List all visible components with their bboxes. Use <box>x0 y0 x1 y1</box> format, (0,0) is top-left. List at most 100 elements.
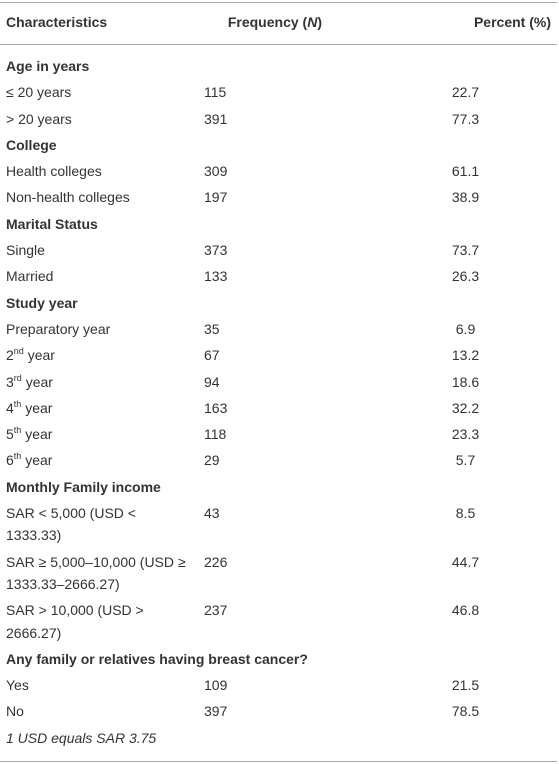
frequency-cell: 133 <box>204 268 228 285</box>
row-label: > 20 years <box>0 106 192 132</box>
frequency-cell: 163 <box>204 399 228 416</box>
label-part: SAR > 10,000 (USD > 2666.27) <box>6 602 144 641</box>
section-row: Age in years <box>0 45 557 80</box>
row-label: SAR ≥ 5,000–10,000 (USD ≥ 1333.33–2666.2… <box>0 549 192 598</box>
row-label: SAR < 5,000 (USD < 1333.33) <box>0 500 192 549</box>
data-row: Non-health colleges 197 38.9 <box>0 184 557 210</box>
label-part: year <box>23 347 55 364</box>
label-part: SAR ≥ 5,000–10,000 (USD ≥ 1333.33–2666.2… <box>6 553 186 592</box>
row-label: 3rd year <box>0 369 192 395</box>
header-text: ) <box>317 14 322 30</box>
section-title: Monthly Family income <box>6 478 161 495</box>
data-row: Health colleges 309 61.1 <box>0 158 557 184</box>
section-title: College <box>6 136 57 153</box>
section-title: Any family or relatives having breast ca… <box>6 650 308 667</box>
footnote-row: 1 USD equals SAR 3.75 <box>0 725 557 762</box>
label-part: > 20 years <box>6 110 72 127</box>
label-part: Married <box>6 268 54 285</box>
footnote: 1 USD equals SAR 3.75 <box>6 729 157 746</box>
label-part: No <box>6 703 24 720</box>
label-part: th <box>13 451 22 462</box>
data-row: ≤ 20 years 115 22.7 <box>0 79 557 105</box>
percent-cell: 26.3 <box>451 268 480 285</box>
data-row: 2nd year 67 13.2 <box>0 342 557 368</box>
frequency-cell: 115 <box>204 84 227 101</box>
percent-cell: 18.6 <box>451 373 480 390</box>
row-label: Single <box>0 237 192 263</box>
frequency-cell: 397 <box>204 703 228 720</box>
label-part: th <box>13 425 22 436</box>
percent-cell: 5.7 <box>455 452 476 469</box>
frequency-cell: 309 <box>204 163 228 180</box>
label-part: year <box>21 373 53 390</box>
row-label: Yes <box>0 672 192 698</box>
percent-cell: 46.8 <box>451 602 480 619</box>
frequency-cell: 67 <box>204 347 220 364</box>
header-cell: Characteristics <box>6 14 108 30</box>
header-cell: Frequency (N) <box>192 3 322 45</box>
header-text: Frequency ( <box>227 14 308 30</box>
percent-cell: 77.3 <box>451 110 480 127</box>
label-part: Non-health colleges <box>6 189 130 206</box>
percent-cell: 32.2 <box>451 399 480 416</box>
data-row: > 20 years 391 77.3 <box>0 106 557 132</box>
table-body: Age in years ≤ 20 years 115 22.7 > 20 years 3… <box>0 45 557 762</box>
label-part: nd <box>13 346 24 357</box>
data-row: No 397 78.5 <box>0 698 557 724</box>
frequency-cell: 197 <box>204 189 228 206</box>
frequency-cell: 29 <box>204 452 220 469</box>
frequency-cell: 226 <box>204 553 228 570</box>
data-row: 4th year 163 32.2 <box>0 395 557 421</box>
row-label: 6th year <box>0 447 192 473</box>
percent-cell: 8.5 <box>455 505 476 522</box>
header-cell: Percent (%) <box>473 14 551 30</box>
percent-cell: 38.9 <box>451 189 480 206</box>
label-part: Single <box>6 242 45 259</box>
percent-cell: 78.5 <box>451 703 480 720</box>
row-label: Health colleges <box>0 158 192 184</box>
percent-cell: 21.5 <box>451 677 480 694</box>
frequency-cell: 391 <box>204 110 228 127</box>
label-part: rd <box>13 372 22 383</box>
label-part: 4 <box>6 399 14 416</box>
percent-cell: 13.2 <box>451 347 480 364</box>
label-part: Yes <box>6 677 29 694</box>
frequency-cell: 373 <box>204 242 228 259</box>
data-row: Preparatory year 35 6.9 <box>0 316 557 342</box>
label-part: year <box>21 426 53 443</box>
percent-cell: 23.3 <box>451 426 480 443</box>
row-label: Married <box>0 263 192 289</box>
percent-cell: 6.9 <box>455 320 476 337</box>
percent-cell: 61.1 <box>451 163 480 180</box>
label-part: SAR < 5,000 (USD < 1333.33) <box>6 505 136 544</box>
row-label: Preparatory year <box>0 316 192 342</box>
data-row: Single 373 73.7 <box>0 237 557 263</box>
data-row: Married 133 26.3 <box>0 263 557 289</box>
data-row: SAR < 5,000 (USD < 1333.33) 43 8.5 <box>0 500 557 549</box>
label-part: 6 <box>6 452 14 469</box>
row-label: Non-health colleges <box>0 184 192 210</box>
label-part: 5 <box>6 426 14 443</box>
label-part: 2 <box>6 347 14 364</box>
data-row: 6th year 29 5.7 <box>0 447 557 473</box>
percent-cell: 44.7 <box>451 553 480 570</box>
frequency-cell: 35 <box>204 320 220 337</box>
section-row: Marital Status <box>0 211 557 237</box>
label-part: Preparatory year <box>6 320 111 337</box>
row-label: 2nd year <box>0 342 192 368</box>
row-label: 4th year <box>0 395 192 421</box>
data-row: SAR ≥ 5,000–10,000 (USD ≥ 1333.33–2666.2… <box>0 549 557 598</box>
row-label: SAR > 10,000 (USD > 2666.27) <box>0 597 192 646</box>
data-row: 5th year 118 23.3 <box>0 421 557 447</box>
label-part: year <box>21 452 53 469</box>
label-part: 3 <box>6 373 14 390</box>
frequency-cell: 118 <box>204 426 227 443</box>
table-header: Characteristics Frequency (N) Percent (%… <box>0 3 557 45</box>
row-label: 5th year <box>0 421 192 447</box>
section-row: Monthly Family income <box>0 474 557 500</box>
section-title: Age in years <box>6 58 90 74</box>
frequency-cell: 94 <box>204 373 220 390</box>
data-row: Yes 109 21.5 <box>0 672 557 698</box>
